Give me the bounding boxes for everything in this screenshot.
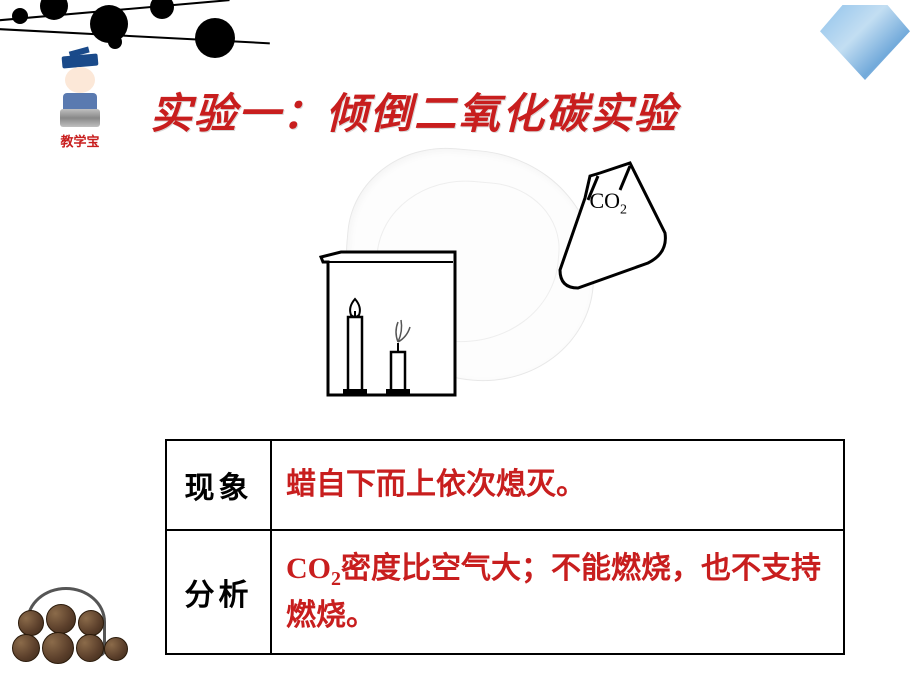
mascot-logo: 教学宝 [45, 55, 115, 150]
observation-table: 现象 蜡自下而上依次熄灭。 分析 CO2密度比空气大；不能燃烧，也不支持燃烧。 [165, 439, 845, 656]
mascot-label: 教学宝 [45, 131, 115, 150]
beaker-icon [313, 247, 463, 402]
row-content-phenomenon: 蜡自下而上依次熄灭。 [272, 441, 843, 529]
table-row: 现象 蜡自下而上依次熄灭。 [167, 441, 843, 531]
experiment-diagram: CO2 [245, 140, 675, 410]
row-content-analysis: CO2密度比空气大；不能燃烧，也不支持燃烧。 [272, 531, 843, 654]
diamond-icon [820, 5, 910, 80]
co2-label: CO2 [589, 188, 627, 218]
flask-icon [490, 158, 670, 298]
row-label-analysis: 分析 [167, 531, 272, 654]
row-label-phenomenon: 现象 [167, 441, 272, 529]
table-row: 分析 CO2密度比空气大；不能燃烧，也不支持燃烧。 [167, 531, 843, 654]
page-title: 实验一：倾倒二氧化碳实验 [150, 80, 678, 141]
firewood-icon [8, 582, 143, 682]
